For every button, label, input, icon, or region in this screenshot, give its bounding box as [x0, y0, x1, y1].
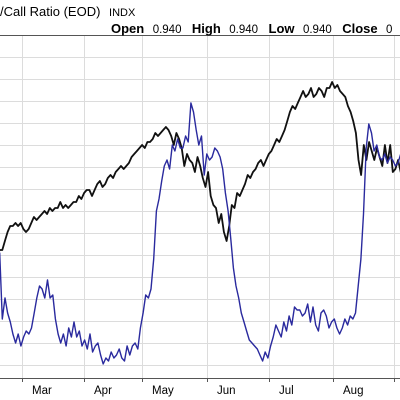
x-tick-label: Mar	[32, 385, 52, 397]
chart-title: /Call Ratio (EOD) INDX	[0, 4, 136, 19]
x-tick-label: Apr	[94, 385, 112, 397]
chart-title-text: /Call Ratio (EOD)	[0, 4, 100, 19]
series-layer	[0, 81, 400, 365]
exchange-label: INDX	[109, 7, 136, 19]
high-label: High	[192, 21, 221, 36]
vertical-gridlines	[22, 36, 395, 378]
x-tick-label: May	[152, 385, 174, 397]
low-label: Low	[269, 21, 296, 36]
close-value: 0	[386, 24, 392, 36]
x-tick-label: Jun	[217, 385, 236, 397]
high-value: 0.940	[229, 24, 258, 36]
open-label: Open	[111, 21, 144, 36]
low-value: 0.940	[303, 24, 332, 36]
open-value: 0.940	[153, 24, 182, 36]
ohlc-readout: Open 0.940 High 0.940 Low 0.940 Close 0	[111, 20, 392, 37]
close-label: Close	[342, 21, 377, 36]
price-series-line	[0, 81, 400, 252]
x-tick-label: Jul	[279, 385, 294, 397]
x-tick-label: Aug	[343, 385, 363, 397]
indicator-series-line	[0, 102, 400, 365]
x-axis-ticks: MarAprMayJunJulAugS	[22, 378, 395, 397]
